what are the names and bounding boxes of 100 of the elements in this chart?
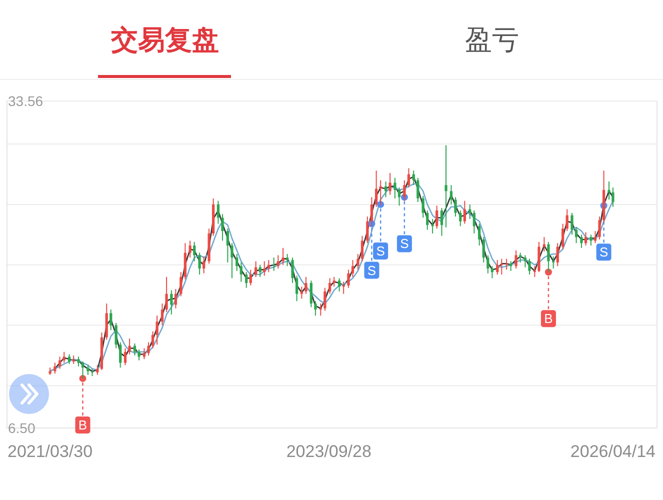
candlestick	[519, 252, 522, 263]
candlestick	[374, 170, 378, 208]
candlestick	[291, 257, 294, 284]
x-tick-label: 2021/03/30	[7, 442, 93, 461]
candlestick	[165, 276, 168, 312]
candlestick	[580, 234, 583, 248]
candlestick	[110, 309, 112, 331]
candlestick	[463, 200, 466, 224]
candlestick	[156, 315, 158, 346]
candlestick	[142, 348, 146, 360]
candlestick	[240, 262, 242, 282]
text: B	[78, 417, 88, 432]
candlestick	[422, 195, 424, 218]
candlestick	[236, 253, 238, 272]
candlestick	[174, 288, 178, 309]
candlestick	[505, 258, 508, 270]
candlestick	[314, 300, 317, 316]
candlestick	[216, 200, 220, 224]
candlestick	[245, 272, 248, 288]
candlestick	[366, 216, 369, 244]
candlestick	[407, 168, 410, 188]
candlestick	[436, 205, 438, 230]
candlestick	[202, 256, 206, 274]
candlestick	[267, 260, 270, 273]
candlestick	[394, 177, 396, 199]
candlestick	[412, 170, 415, 186]
candlestick	[138, 348, 140, 361]
candlestick	[147, 342, 150, 356]
candlestick	[552, 256, 555, 269]
candlestick	[68, 354, 71, 364]
candlestick	[416, 177, 420, 203]
candlestick	[226, 228, 229, 263]
text: S	[599, 244, 608, 260]
candlestick	[170, 290, 173, 315]
candlestick	[450, 184, 453, 205]
candlestick	[119, 342, 122, 368]
candlestick	[324, 287, 326, 312]
candlestick	[598, 216, 601, 240]
candlestick	[590, 234, 592, 246]
candlestick	[180, 272, 182, 297]
candlestick	[198, 252, 201, 276]
candlestick	[338, 278, 341, 292]
candlestick	[524, 254, 527, 268]
candlestick	[77, 356, 80, 367]
candlestick	[370, 196, 374, 227]
candlestick	[486, 254, 490, 274]
x-tick-label: 2023/09/28	[286, 442, 372, 461]
candlestick	[440, 208, 444, 236]
candlestick	[58, 356, 62, 370]
candlestick	[249, 269, 252, 286]
candlestick	[356, 253, 360, 270]
chart-subtitle: 盈亏	[465, 24, 519, 57]
point	[544, 268, 552, 276]
candlestick	[533, 266, 536, 278]
candlestick	[612, 187, 614, 208]
candlestick	[332, 276, 336, 288]
candlestick	[431, 218, 434, 234]
candlestick	[86, 364, 90, 376]
candlestick	[282, 247, 284, 266]
candlestick	[263, 260, 266, 276]
candlestick	[351, 260, 354, 278]
candlestick	[295, 275, 298, 302]
candlestick	[124, 348, 127, 366]
candlestick	[221, 214, 224, 242]
candlestick	[562, 223, 564, 250]
candlestick	[62, 351, 66, 364]
candlestick	[254, 260, 258, 278]
candlestick	[360, 235, 364, 262]
candlestick	[478, 223, 481, 246]
candlestick	[547, 241, 550, 273]
candlestick	[310, 280, 312, 308]
candlestick	[388, 172, 392, 196]
candlestick	[347, 269, 350, 288]
candlestick	[454, 196, 457, 218]
candlestick	[286, 253, 289, 267]
candlestick	[133, 342, 136, 356]
candlestick	[510, 260, 512, 272]
candlestick	[514, 250, 518, 269]
legend-label: S	[400, 236, 410, 252]
candlestick	[459, 210, 462, 227]
candlestick	[81, 361, 84, 379]
candlestick	[328, 278, 332, 294]
candlestick	[403, 180, 406, 202]
candlestick	[160, 303, 164, 326]
candlestick	[188, 240, 192, 258]
chart-title: 交易复盘	[111, 24, 219, 57]
candlestick	[574, 226, 578, 244]
candlestick	[398, 187, 401, 206]
candlestick	[426, 210, 429, 230]
candlestick	[490, 266, 494, 279]
candlestick	[151, 330, 154, 349]
y-tick-label: 6.50	[8, 420, 36, 436]
candlestick	[584, 232, 588, 246]
candlestick	[556, 242, 559, 267]
y-tick-label: 33.56	[8, 93, 44, 109]
candlestick	[594, 230, 597, 244]
candlestick	[444, 144, 448, 228]
candlestick	[114, 322, 118, 349]
candlestick	[300, 286, 303, 300]
x-tick-label: 2026/04/14	[570, 442, 656, 461]
